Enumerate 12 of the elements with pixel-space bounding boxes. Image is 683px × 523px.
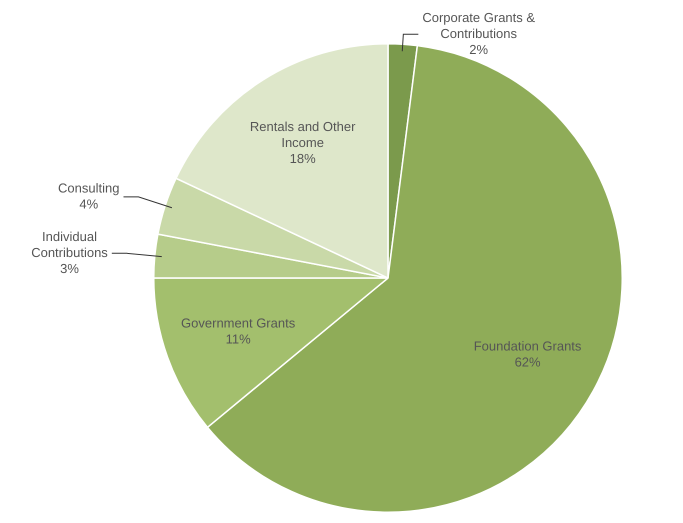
data-label: 18% bbox=[290, 151, 316, 166]
data-label: 2% bbox=[469, 42, 489, 57]
data-label: 3% bbox=[60, 260, 80, 276]
data-label: 4% bbox=[79, 196, 99, 212]
slice-label: Corporate Grants & Contributions bbox=[422, 10, 536, 41]
slice-label: Foundation Grants bbox=[474, 338, 582, 354]
data-label: 11% bbox=[226, 332, 252, 347]
slice-label: Government Grants bbox=[181, 316, 296, 331]
data-label: 62% bbox=[514, 354, 542, 370]
slice-label: Consulting bbox=[58, 180, 120, 196]
slice-label: Rentals and Other Income bbox=[250, 119, 356, 150]
slice-label: Individual Contributions bbox=[31, 228, 108, 260]
